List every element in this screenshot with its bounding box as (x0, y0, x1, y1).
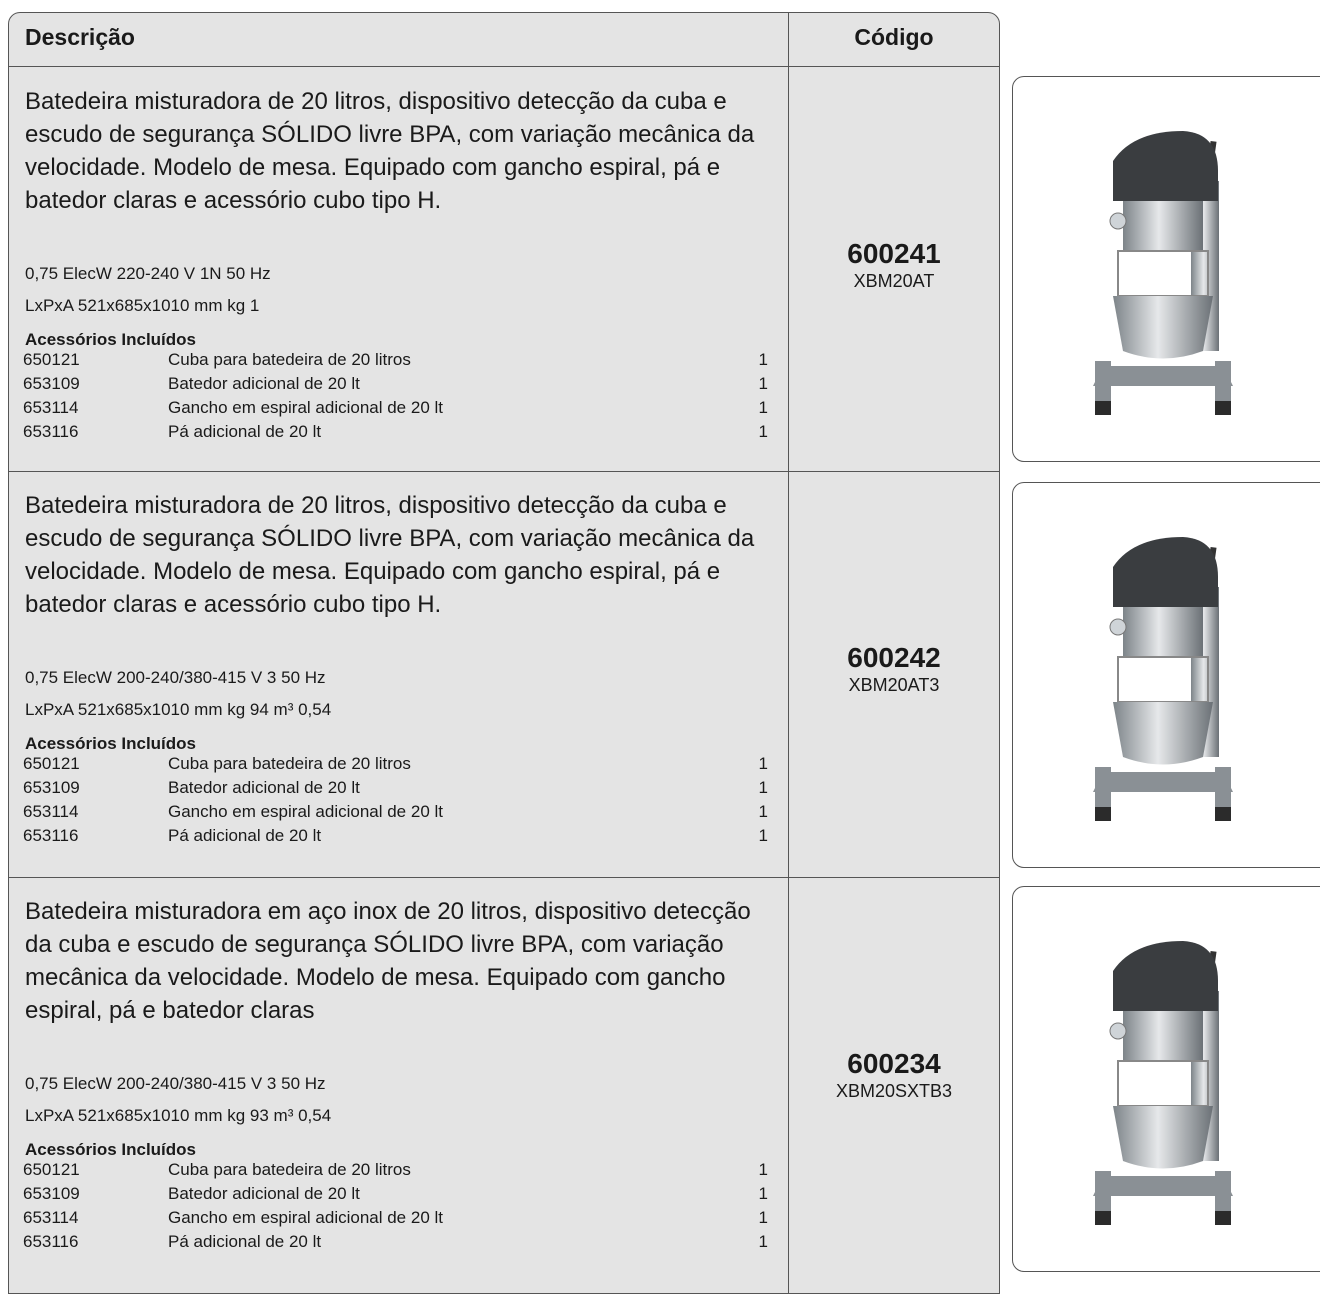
accessories-title: Acessórios Incluídos (25, 1140, 196, 1159)
dimensions: LxPxA 521x685x1010 mm kg 1 (25, 296, 260, 315)
accessory-quantity: 1 (758, 374, 768, 393)
model-code: XBM20AT (853, 271, 935, 291)
electrical-spec: 0,75 ElecW 200-240/380-415 V 3 50 Hz (25, 1074, 326, 1093)
accessory-description: Pá adicional de 20 lt (168, 422, 322, 441)
accessory-code: 653109 (23, 374, 80, 393)
accessory-line: 653109 Batedor adicional de 20 lt 1 (23, 372, 768, 396)
product-image (1012, 76, 1320, 462)
product-code: 600241 (847, 238, 941, 269)
dimensions: LxPxA 521x685x1010 mm kg 94 m³ 0,54 (25, 700, 332, 719)
product-row: Batedeira misturadora em aço inox de 20 … (9, 877, 999, 1293)
accessory-line: 650121 Cuba para batedeira de 20 litros 1 (23, 1158, 768, 1182)
accessory-quantity: 1 (758, 1160, 768, 1179)
accessory-description: Batedor adicional de 20 lt (168, 374, 360, 393)
accessories-title: Acessórios Incluídos (25, 734, 196, 753)
accessory-quantity: 1 (758, 1208, 768, 1227)
description: Batedeira misturadora em aço inox de 20 … (25, 898, 751, 1024)
accessory-line: 653114 Gancho em espiral adicional de 20 … (23, 800, 768, 824)
mixer-image (1073, 527, 1273, 827)
product-row: Batedeira misturadora de 20 litros, disp… (9, 67, 999, 472)
accessory-code: 653116 (23, 1232, 79, 1251)
product-table: Descrição Código Batedeira misturadora d… (8, 12, 1000, 1294)
accessory-code: 653109 (23, 778, 80, 797)
accessory-description: Gancho em espiral adicional de 20 lt (168, 802, 443, 821)
accessory-code: 653114 (23, 802, 79, 821)
accessory-line: 653109 Batedor adicional de 20 lt 1 (23, 776, 768, 800)
accessory-code: 653114 (23, 1208, 79, 1227)
accessory-quantity: 1 (758, 754, 768, 773)
code-cell: 600234 XBM20SXTB3 (789, 1049, 999, 1103)
product-row: Batedeira misturadora de 20 litros, disp… (9, 471, 999, 878)
accessory-description: Gancho em espiral adicional de 20 lt (168, 398, 443, 417)
accessory-line: 653116 Pá adicional de 20 lt 1 (23, 824, 768, 848)
description: Batedeira misturadora de 20 litros, disp… (25, 88, 755, 214)
accessory-description: Cuba para batedeira de 20 litros (168, 1160, 411, 1179)
product-code: 600234 (847, 1048, 941, 1079)
dimensions: LxPxA 521x685x1010 mm kg 93 m³ 0,54 (25, 1106, 332, 1125)
accessory-code: 653116 (23, 826, 79, 845)
accessory-description: Cuba para batedeira de 20 litros (168, 754, 411, 773)
model-code: XBM20SXTB3 (835, 1081, 953, 1101)
code-cell: 600242 XBM20AT3 (789, 643, 999, 697)
accessory-quantity: 1 (758, 1184, 768, 1203)
accessory-description: Cuba para batedeira de 20 litros (168, 350, 411, 369)
header-code: Código (789, 13, 999, 67)
accessory-code: 650121 (23, 350, 80, 369)
electrical-spec: 0,75 ElecW 220-240 V 1N 50 Hz (25, 264, 271, 283)
accessory-description: Batedor adicional de 20 lt (168, 1184, 360, 1203)
accessory-line: 653114 Gancho em espiral adicional de 20 … (23, 1206, 768, 1230)
accessory-quantity: 1 (758, 422, 768, 441)
accessory-description: Pá adicional de 20 lt (168, 826, 322, 845)
accessory-quantity: 1 (758, 350, 768, 369)
accessory-quantity: 1 (758, 802, 768, 821)
accessory-code: 653116 (23, 422, 79, 441)
accessory-description: Pá adicional de 20 lt (168, 1232, 322, 1251)
code-cell: 600241 XBM20AT (789, 239, 999, 293)
accessories-title: Acessórios Incluídos (25, 330, 196, 349)
model-code: XBM20AT3 (848, 675, 940, 695)
accessory-code: 653114 (23, 398, 79, 417)
accessory-line: 650121 Cuba para batedeira de 20 litros 1 (23, 752, 768, 776)
product-image (1012, 886, 1320, 1272)
accessory-code: 653109 (23, 1184, 80, 1203)
header-description: Descrição (9, 13, 788, 67)
product-code: 600242 (847, 642, 941, 673)
description: Batedeira misturadora de 20 litros, disp… (25, 492, 755, 618)
mixer-image (1073, 121, 1273, 421)
accessory-description: Gancho em espiral adicional de 20 lt (168, 1208, 443, 1227)
column-divider (788, 13, 789, 1293)
electrical-spec: 0,75 ElecW 200-240/380-415 V 3 50 Hz (25, 668, 326, 687)
product-image (1012, 482, 1320, 868)
accessory-line: 653116 Pá adicional de 20 lt 1 (23, 420, 768, 444)
accessory-code: 650121 (23, 754, 80, 773)
accessory-quantity: 1 (758, 1232, 768, 1251)
accessory-line: 653114 Gancho em espiral adicional de 20 … (23, 396, 768, 420)
mixer-image (1073, 931, 1273, 1231)
accessory-line: 650121 Cuba para batedeira de 20 litros 1 (23, 348, 768, 372)
accessory-code: 650121 (23, 1160, 80, 1179)
accessory-quantity: 1 (758, 778, 768, 797)
accessory-line: 653109 Batedor adicional de 20 lt 1 (23, 1182, 768, 1206)
accessory-quantity: 1 (758, 398, 768, 417)
accessory-line: 653116 Pá adicional de 20 lt 1 (23, 1230, 768, 1254)
accessory-quantity: 1 (758, 826, 768, 845)
accessory-description: Batedor adicional de 20 lt (168, 778, 360, 797)
